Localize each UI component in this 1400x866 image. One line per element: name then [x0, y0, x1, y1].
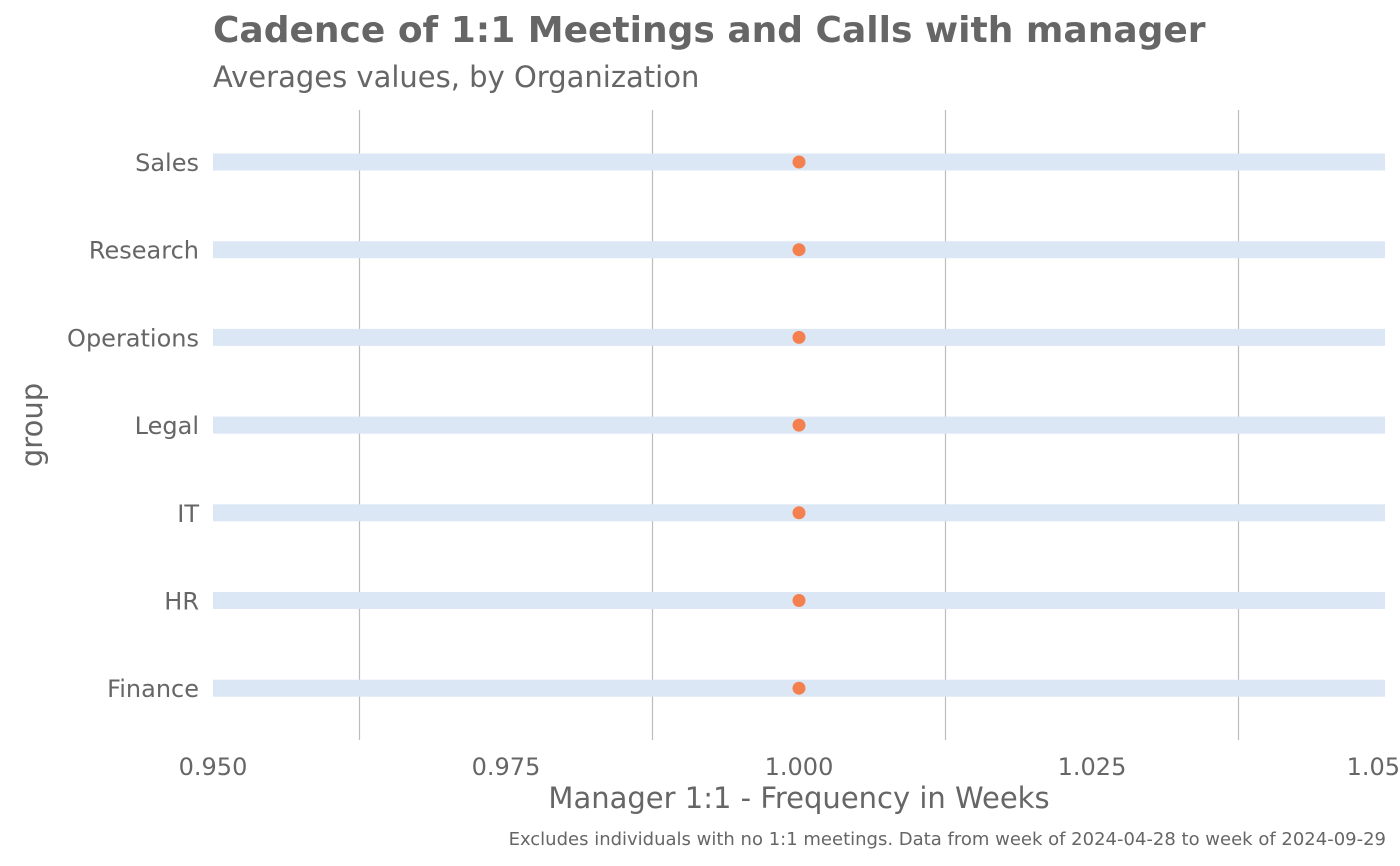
data-point [792, 330, 806, 344]
data-point [792, 594, 806, 607]
data-points [792, 155, 806, 695]
y-tick-label: HR [164, 588, 199, 616]
x-tick-label: 0.950 [179, 753, 248, 781]
data-point [792, 155, 806, 169]
x-tick-label: 1.000 [765, 753, 834, 781]
y-tick-label: Finance [107, 675, 199, 703]
x-tick-label: 0.975 [472, 753, 541, 781]
y-tick-label: Research [89, 237, 199, 265]
chart-subtitle: Averages values, by Organization [213, 60, 699, 94]
x-tick-labels: 0.950 0.975 1.000 1.025 1.05 [179, 753, 1400, 781]
y-tick-labels: Sales Research Operations Legal IT HR Finance [67, 149, 199, 703]
data-point [792, 506, 806, 520]
data-point [792, 418, 806, 432]
y-tick-label: Operations [67, 324, 199, 352]
chart-title: Cadence of 1:1 Meetings and Calls with m… [213, 10, 1206, 51]
x-axis-title: Manager 1:1 - Frequency in Weeks [548, 781, 1049, 815]
chart-caption: Excludes individuals with no 1:1 meeting… [509, 829, 1386, 850]
y-tick-label: Legal [135, 412, 199, 440]
x-tick-label: 1.025 [1058, 753, 1127, 781]
data-point [792, 243, 806, 257]
y-tick-label: Sales [135, 149, 199, 177]
x-tick-label: 1.05 [1347, 753, 1400, 781]
data-point [792, 681, 806, 695]
y-axis-title: group [15, 383, 49, 467]
y-tick-label: IT [177, 500, 199, 528]
